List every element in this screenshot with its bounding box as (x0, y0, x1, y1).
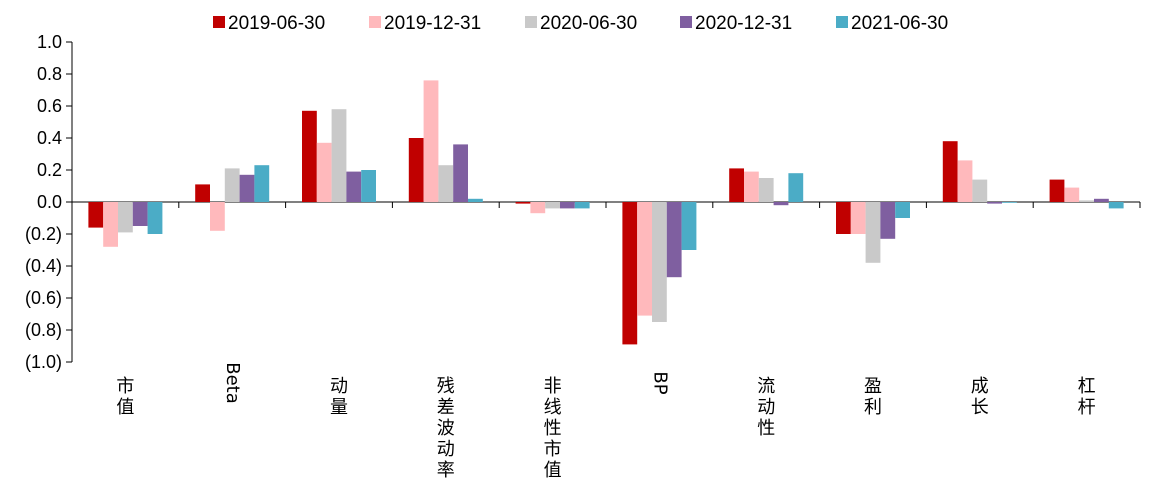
bar-5-4 (468, 198, 483, 202)
category-label: 非线性市值 (544, 376, 562, 481)
bar-2-5 (530, 202, 546, 214)
bar-1-3 (302, 110, 317, 202)
bar-4-5 (560, 202, 575, 209)
bar-5-2 (254, 165, 270, 202)
legend-swatch (369, 16, 381, 28)
bar-3-8 (865, 202, 881, 263)
bar-4-1 (132, 202, 148, 226)
category-label: 残差波动率 (437, 376, 455, 481)
bar-5-10 (1108, 202, 1124, 209)
bar-3-1 (118, 202, 133, 233)
category-label: 动量 (330, 376, 348, 418)
bar-2-7 (744, 171, 759, 202)
bar-3-10 (1079, 200, 1094, 202)
x-axis-labels: 市值 Beta 动量 残差波动率 非线性市值 BP 流动性 盈利 成长 杠杆 (116, 362, 1095, 481)
bar-5-1 (147, 202, 163, 234)
y-tick-label: 0.8 (37, 64, 62, 84)
bar-1-9 (942, 141, 958, 202)
y-tick-label: (1.0) (25, 352, 62, 372)
bar-1-10 (1049, 179, 1065, 202)
bar-4-4 (453, 144, 468, 202)
bar-5-7 (788, 173, 804, 202)
category-label: 盈利 (864, 376, 882, 418)
bar-3-4 (438, 165, 454, 202)
legend-swatch (525, 16, 537, 28)
bar-2-10 (1064, 187, 1080, 202)
bar-2-1 (103, 202, 118, 247)
legend: 2019-06-30 2019-12-31 2020-06-30 2020-12-31… (213, 13, 948, 34)
bar-4-10 (1094, 198, 1109, 202)
bar-1-7 (729, 168, 744, 202)
bar-1-6 (622, 202, 638, 345)
legend-swatch (836, 16, 848, 28)
bar-2-9 (957, 160, 973, 202)
category-label: 流动性 (757, 376, 775, 439)
legend-label: 2021-06-30 (851, 13, 948, 34)
bar-3-6 (652, 202, 667, 322)
category-label: BP (649, 371, 670, 394)
bar-1-4 (408, 138, 424, 202)
y-tick-label: (0.6) (25, 288, 62, 308)
category-label: 杠杆 (1078, 376, 1096, 418)
bar-4-8 (880, 202, 896, 239)
bar-1-5 (515, 202, 531, 204)
bar-4-9 (987, 202, 1002, 204)
bar-3-7 (758, 178, 774, 202)
bar-4-3 (346, 171, 362, 202)
y-tick-label: (0.8) (25, 320, 62, 340)
bar-1-2 (195, 184, 210, 202)
y-tick-label: 1.0 (37, 32, 62, 52)
bar-1-8 (836, 202, 851, 234)
category-label: Beta (222, 362, 243, 404)
y-tick-label: (0.4) (25, 256, 62, 276)
bar-5-3 (361, 170, 376, 202)
bars (88, 80, 1124, 345)
category-label: 市值 (116, 376, 134, 418)
legend-label: 2020-12-31 (695, 13, 792, 34)
bar-3-9 (972, 179, 988, 202)
category-label: 成长 (971, 376, 989, 418)
bar-3-3 (331, 109, 347, 202)
bar-4-2 (239, 174, 255, 202)
legend-swatch (680, 16, 692, 28)
legend-label: 2019-06-30 (228, 13, 325, 34)
y-tick-label: 0.0 (37, 192, 62, 212)
bar-5-5 (574, 202, 590, 209)
bar-3-5 (545, 202, 560, 209)
legend-label: 2019-12-31 (384, 13, 481, 34)
bar-4-6 (666, 202, 682, 278)
bar-2-3 (316, 142, 332, 202)
legend-label: 2020-06-30 (540, 13, 637, 34)
y-tick-label: 0.6 (37, 96, 62, 116)
bar-2-4 (423, 80, 439, 202)
y-tick-label: 0.4 (37, 128, 62, 148)
bar-2-6 (637, 202, 652, 316)
bar-5-8 (895, 202, 910, 218)
bar-1-1 (88, 202, 104, 228)
bar-2-8 (850, 202, 866, 234)
legend-swatch (213, 16, 225, 28)
bar-5-9 (1002, 202, 1017, 203)
y-tick-label: 0.2 (37, 160, 62, 180)
bar-5-6 (681, 202, 697, 250)
bar-3-2 (224, 168, 240, 202)
bar-4-7 (773, 202, 789, 206)
bar-2-2 (210, 202, 225, 231)
y-tick-label: (0.2) (25, 224, 62, 244)
